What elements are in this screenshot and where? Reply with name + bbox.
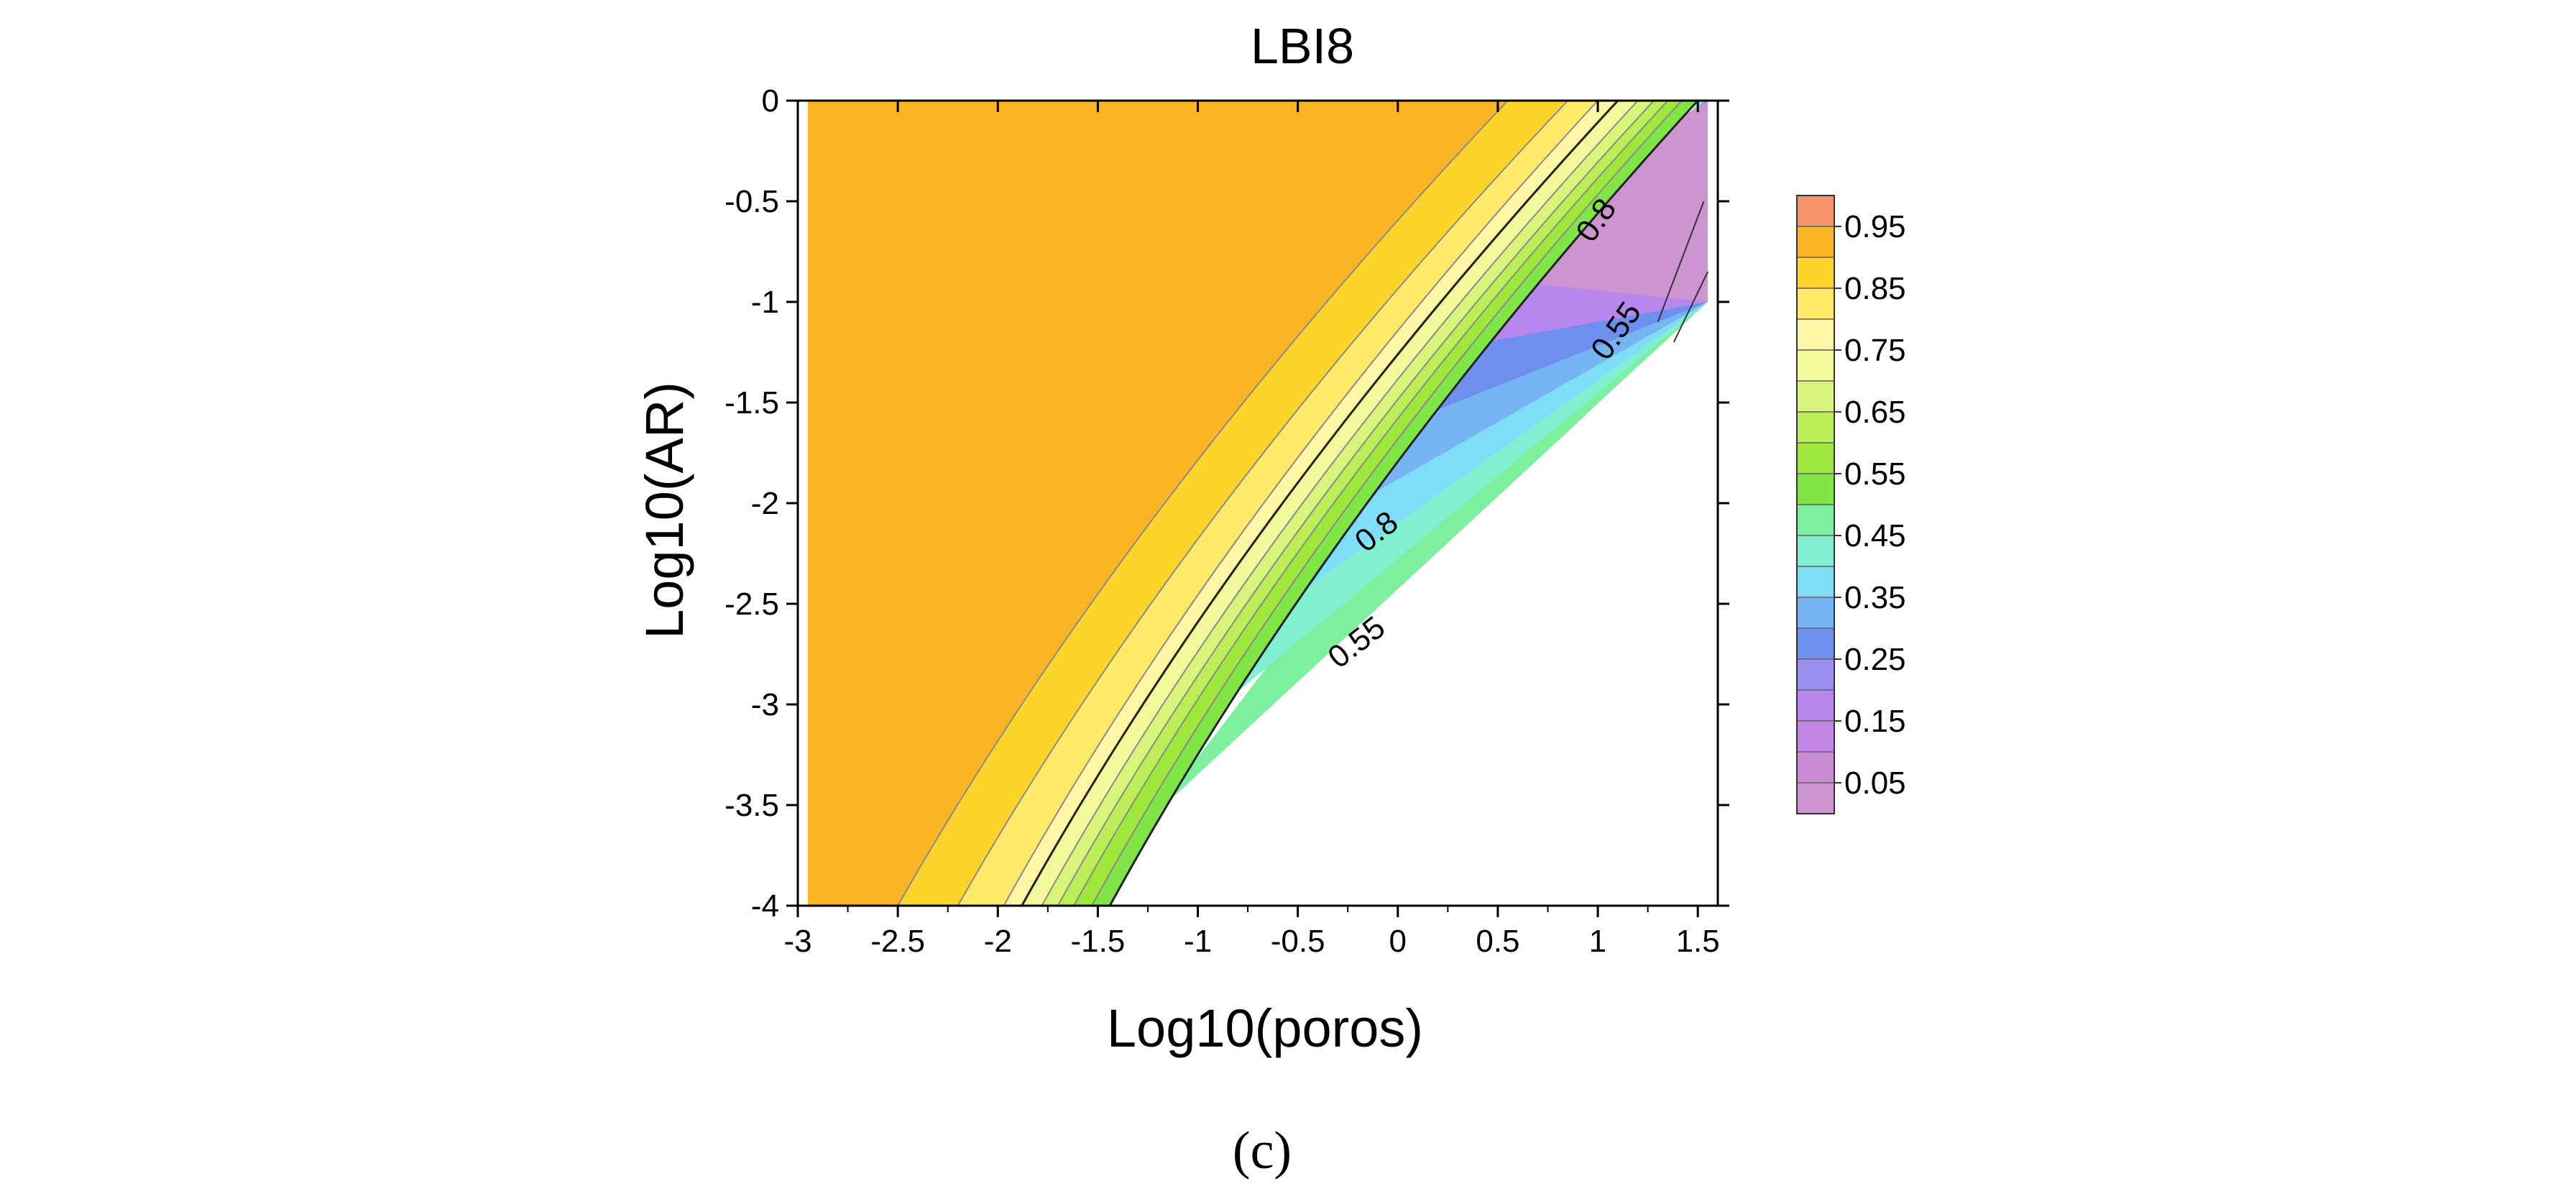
y-tick-label: -2.5 [724, 587, 779, 622]
x-tick-label: -1 [1184, 924, 1212, 959]
colorbar-cell [1796, 349, 1835, 382]
contour-line-0-95 [897, 101, 1509, 906]
chart-title: LBI8 [1251, 18, 1354, 74]
colorbar-cell [1796, 257, 1835, 289]
colorbar-cell [1796, 411, 1835, 444]
colorbar-cell [1796, 504, 1835, 536]
contour-line-low [1657, 201, 1705, 323]
contour-line-0-85 [1003, 101, 1598, 906]
no-data-region [1110, 302, 1718, 906]
x-tick-label: -0.5 [1271, 924, 1325, 959]
colorbar-cell [1796, 288, 1835, 320]
colorbar-tick-label: 0.35 [1844, 580, 1906, 615]
contour-line-0-7 [1057, 101, 1655, 906]
colorbar-cell [1796, 782, 1835, 814]
colorbar-tick-label: 0.75 [1844, 333, 1906, 368]
colorbar-cell [1796, 751, 1835, 783]
colorbar-frame [1796, 195, 1835, 814]
y-tick-label: -2 [751, 486, 779, 521]
colorbar-cell [1796, 318, 1835, 351]
contour-band-0-95 [807, 101, 1508, 906]
contour-lines [897, 101, 1708, 906]
colorbar-cell [1796, 689, 1835, 722]
contour-line-0-9 [957, 101, 1569, 906]
y-tick-label: -1.5 [724, 385, 779, 421]
colorbar-cell [1796, 380, 1835, 413]
contour-line-0-55 [1108, 101, 1699, 906]
y-tick-label: -4 [751, 888, 779, 924]
x-axis-title: Log10(poros) [1107, 998, 1423, 1058]
colorbar-cell [1796, 720, 1835, 753]
y-tick-label: 0 [762, 83, 779, 119]
right-margin-region [1708, 101, 1718, 906]
colorbar-cell [1796, 658, 1835, 691]
colorbar-tick-label: 0.15 [1844, 704, 1906, 739]
colorbar-tick-label: 0.25 [1844, 642, 1906, 677]
contour-line-0-75 [1041, 101, 1639, 906]
y-tick-label: -1 [751, 285, 779, 320]
figure-caption: (c) [1233, 1121, 1292, 1180]
contour-fill-layer [798, 101, 1718, 906]
colorbar-cell [1796, 628, 1835, 660]
colorbar-cell [1796, 473, 1835, 505]
colorbar-cell [1796, 535, 1835, 567]
x-tick-label: 1 [1589, 924, 1606, 959]
y-tick-label: -3.5 [724, 788, 779, 823]
colorbar-tick-label: 0.85 [1844, 271, 1906, 306]
x-tick-label: -2.5 [870, 924, 925, 959]
x-tick-label: -3 [783, 924, 811, 959]
left-margin-region [798, 101, 808, 906]
y-tick-label: -3 [751, 687, 779, 722]
colorbar-legend: 0.95 0.85 0.75 0.65 0.55 0.45 0.35 0.25 0.15 0.05 [1796, 195, 1906, 814]
colorbar-cell [1796, 442, 1835, 474]
x-tick-label: 0 [1389, 924, 1407, 959]
y-tick-label: -0.5 [724, 184, 779, 219]
colorbar-cell [1796, 226, 1835, 258]
contour-line-0-8 [1021, 101, 1619, 906]
contour-line-0-65 [1073, 101, 1669, 906]
x-tick-label: -1.5 [1070, 924, 1125, 959]
y-axis-ticks: 0 -0.5 -1 -1.5 -2 -2.5 -3 -3.5 -4 [724, 83, 1729, 924]
colorbar-tick-label: 0.55 [1844, 456, 1906, 492]
colorbar-cell [1796, 566, 1835, 598]
colorbar-cell [1796, 195, 1835, 227]
x-tick-label: 1.5 [1676, 924, 1720, 959]
y-axis-title: Log10(AR) [635, 382, 694, 639]
contour-line-0-6 [1091, 101, 1683, 906]
x-axis-ticks: -3 -2.5 -2 -1.5 -1 -0.5 0 0.5 1 1.5 [783, 101, 1720, 959]
contour-line-low [1673, 271, 1708, 343]
colorbar-tick-label: 0.05 [1844, 766, 1906, 801]
colorbar-tick-label: 0.65 [1844, 395, 1906, 430]
colorbar-tick-label: 0.45 [1844, 518, 1906, 553]
colorbar-tick-label: 0.95 [1844, 209, 1906, 244]
x-tick-label: 0.5 [1476, 924, 1519, 959]
x-tick-label: -2 [984, 924, 1012, 959]
colorbar-cell [1796, 597, 1835, 629]
